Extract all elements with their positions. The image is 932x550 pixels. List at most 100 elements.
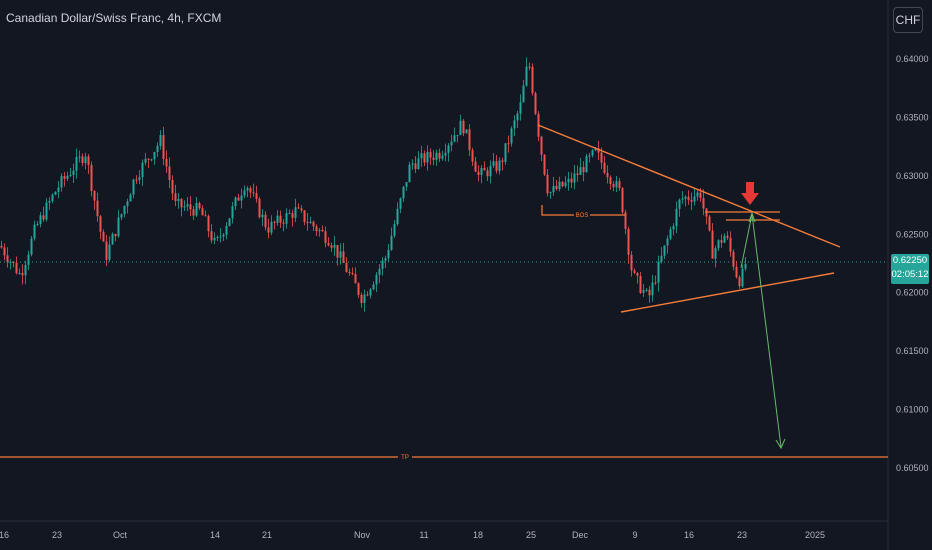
candle-up (75, 157, 78, 171)
candle-down (414, 163, 417, 170)
time-tick-label: 11 (419, 530, 428, 540)
time-tick-label: 2025 (805, 530, 825, 540)
candle-up (72, 170, 75, 175)
candle-down (501, 160, 504, 162)
candle-up (696, 192, 699, 197)
time-axis[interactable]: 16 23 Oct 14 21 Nov 11 18 25 Dec 9 16 23 2025 (0, 530, 825, 540)
bos-label: BOS (576, 213, 589, 219)
candle-down (201, 208, 204, 216)
candle-up (525, 66, 528, 86)
bos-structure[interactable]: BOS (541, 205, 625, 219)
candle-down (6, 255, 9, 263)
projection-line[interactable] (740, 213, 782, 448)
candle-up (36, 224, 39, 226)
tp-level[interactable]: TP (0, 453, 888, 461)
candle-down (702, 197, 705, 209)
candle-down (81, 156, 84, 163)
candle-up (66, 175, 69, 179)
candle-up (504, 143, 507, 162)
candle-down (603, 162, 606, 173)
candle-up (684, 196, 687, 199)
candle-up (138, 177, 141, 180)
candle-down (732, 251, 735, 267)
candle-down (474, 161, 477, 172)
candle-down (486, 170, 489, 177)
candle-up (564, 182, 567, 187)
candle-down (633, 270, 636, 273)
candle-down (210, 231, 213, 241)
candle-down (354, 274, 357, 284)
candle-up (693, 196, 696, 202)
candle-up (288, 213, 291, 215)
candle-down (462, 120, 465, 134)
candle-up (186, 204, 189, 207)
candle-up (579, 167, 582, 175)
time-tick-label: Nov (354, 530, 371, 540)
candle-down (207, 216, 210, 232)
candle-down (432, 157, 435, 160)
candle-up (666, 238, 669, 246)
candle-down (690, 199, 693, 202)
candle-down (483, 167, 486, 171)
candle-down (738, 277, 741, 287)
price-tick-label: 0.60500 (896, 463, 929, 473)
candle-up (48, 200, 51, 203)
candle-up (123, 206, 126, 215)
candle-up (378, 268, 381, 275)
candle-down (708, 216, 711, 231)
candle-down (600, 152, 603, 163)
candle-down (291, 213, 294, 218)
candle-up (408, 164, 411, 183)
candle-up (51, 194, 54, 201)
candle-up (228, 218, 231, 226)
upper-trendline[interactable] (537, 124, 841, 248)
price-tick-label: 0.64000 (896, 54, 929, 64)
candle-up (156, 145, 159, 152)
candle-down (267, 227, 270, 233)
candle-up (234, 197, 237, 207)
candle-up (723, 235, 726, 243)
candle-up (222, 234, 225, 237)
candle-down (105, 241, 108, 260)
price-tick-label: 0.61000 (896, 405, 929, 415)
candle-down (258, 198, 261, 218)
candle-down (135, 179, 138, 181)
price-tick-label: 0.62000 (896, 288, 929, 298)
candle-down (204, 215, 207, 217)
candle-up (18, 272, 21, 274)
candle-up (150, 159, 153, 161)
candle-up (141, 162, 144, 178)
candle-up (120, 214, 123, 218)
candle-up (27, 254, 30, 265)
candle-up (231, 206, 234, 219)
candle-down (546, 174, 549, 194)
currency-button[interactable]: CHF (893, 7, 923, 33)
symbol-title[interactable]: Canadian Dollar/Swiss Franc, 4h, FXCM (6, 11, 222, 25)
sell-arrow-icon[interactable] (741, 182, 759, 205)
candle-up (426, 151, 429, 163)
projection-path[interactable] (740, 211, 786, 450)
candle-up (549, 192, 552, 194)
candle-up (681, 198, 684, 200)
candle-down (12, 261, 15, 263)
bos-line[interactable] (541, 205, 625, 216)
price-axis[interactable]: 0.64000 0.63500 0.63000 0.62500 0.62000 0.615… (896, 54, 929, 473)
candle-up (9, 261, 12, 263)
candle-up (372, 284, 375, 290)
candle-up (225, 225, 228, 235)
candle-up (615, 181, 618, 188)
candle-up (369, 289, 372, 296)
lower-trendline[interactable] (620, 272, 835, 313)
candle-up (381, 260, 384, 269)
candle-up (453, 135, 456, 142)
candle-down (330, 245, 333, 248)
candle-down (3, 247, 6, 256)
candle-down (348, 272, 351, 274)
candle-up (489, 165, 492, 177)
candle-down (165, 158, 168, 167)
candle-up (375, 274, 378, 285)
candle-down (342, 251, 345, 263)
candle-down (42, 215, 45, 220)
candle-up (393, 224, 396, 236)
